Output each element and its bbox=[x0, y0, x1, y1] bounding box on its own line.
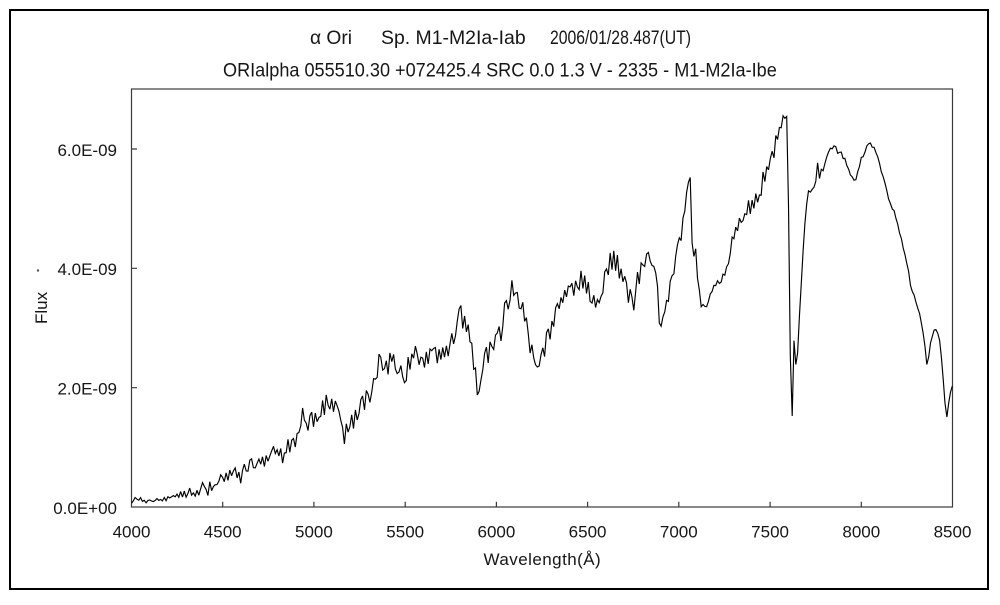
svg-text:α Ori: α Ori bbox=[310, 28, 352, 49]
svg-text:6000: 6000 bbox=[477, 523, 515, 542]
svg-text:2006/01/28.487(UT): 2006/01/28.487(UT) bbox=[550, 27, 691, 49]
svg-text:7000: 7000 bbox=[660, 523, 698, 542]
svg-text:8000: 8000 bbox=[842, 523, 880, 542]
svg-text:Flux: Flux bbox=[32, 291, 51, 324]
svg-text:8500: 8500 bbox=[934, 523, 972, 542]
svg-text:4.0E-09: 4.0E-09 bbox=[57, 260, 117, 279]
svg-text:0.0E+00: 0.0E+00 bbox=[53, 499, 117, 518]
svg-text:2.0E-09: 2.0E-09 bbox=[57, 380, 117, 399]
svg-text:ORIalpha 055510.30 +072425.4 S: ORIalpha 055510.30 +072425.4 SRC 0.0 1.3… bbox=[223, 59, 777, 80]
svg-text:Wavelength(Å): Wavelength(Å) bbox=[484, 550, 602, 569]
svg-text:6.0E-09: 6.0E-09 bbox=[57, 141, 117, 160]
svg-text:5000: 5000 bbox=[295, 523, 333, 542]
svg-text:Sp. M1-M2Ia-Iab: Sp. M1-M2Ia-Iab bbox=[381, 28, 526, 49]
svg-text:7500: 7500 bbox=[751, 523, 789, 542]
svg-text:5500: 5500 bbox=[386, 523, 424, 542]
svg-text:6500: 6500 bbox=[569, 523, 607, 542]
svg-text:4000: 4000 bbox=[113, 523, 151, 542]
svg-text:4500: 4500 bbox=[204, 523, 242, 542]
